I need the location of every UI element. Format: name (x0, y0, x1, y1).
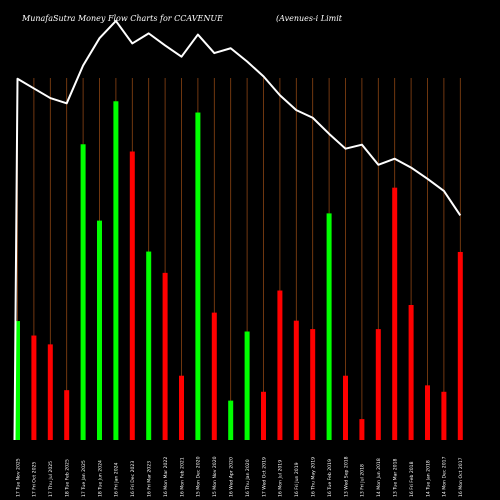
date-label: 13 Wed Sep 2018 (343, 456, 349, 497)
money-flow-bar (277, 290, 283, 440)
date-label: 13 Tue Mar 2018 (393, 458, 399, 497)
date-label: 17 Tue Nov 2025 (15, 458, 21, 497)
date-labels: 17 Tue Nov 2025 17 Fri Oct 2025 17 Thu Jul… (15, 456, 464, 497)
money-flow-bar (343, 375, 348, 440)
date-label: 18 Tue Feb 2025 (65, 459, 71, 497)
date-label: 17 Wed Oct 2019 (261, 457, 267, 497)
money-flow-bar (392, 187, 398, 440)
date-label: 17 Tue Jan 2025 (81, 460, 87, 497)
chart-subtitle: (Avenues-i Limit (276, 14, 343, 23)
money-flow-bar (129, 151, 135, 440)
money-flow-bar (293, 320, 299, 440)
date-label: 16 Fri Jan 2024 (114, 462, 120, 497)
money-flow-bar (326, 213, 332, 440)
date-label: 16 Thu Jan 2020 (245, 459, 251, 497)
date-label: 16 Fri Dec 2023 (130, 461, 136, 497)
date-label: 14 Tue Jan 2018 (425, 460, 431, 497)
money-flow-bar (162, 272, 168, 440)
date-label: 16 Thu May 2019 (311, 457, 317, 497)
money-flow-bar (146, 251, 152, 440)
money-flow-bar (261, 391, 266, 440)
money-flow-bars (15, 101, 463, 441)
date-label: 17 Thu Jul 2025 (48, 461, 54, 497)
date-label: 16 Mon Mar 2022 (163, 457, 169, 497)
money-flow-bar (211, 312, 217, 440)
date-label: 16 Mon Oct 2017 (458, 457, 464, 497)
date-label: 16 Tue Feb 2019 (327, 459, 333, 497)
money-flow-bar (31, 335, 37, 440)
date-label: 13 Fri Jul 2018 (360, 464, 366, 497)
date-label: 15 Mon Nov 2020 (212, 456, 218, 497)
date-label: 16 Mon Jul 2019 (278, 460, 284, 497)
money-flow-bar (80, 144, 86, 440)
money-flow-bar (97, 220, 102, 440)
money-flow-bar (310, 329, 316, 440)
date-label: 14 Mon Jun 2018 (376, 458, 382, 497)
date-label: 14 Mon Dec 2017 (442, 456, 448, 497)
date-label: 16 Fri Jun 2019 (294, 462, 300, 497)
price-line (13, 19, 462, 441)
date-label: 18 Tue Jun 2024 (97, 460, 103, 497)
money-flow-bar (441, 391, 447, 440)
date-label: 16 Fri Feb 2018 (409, 461, 415, 497)
chart-title: MunafaSutra Money Flow Charts for CCAVEN… (22, 14, 223, 23)
date-label: 17 Fri Oct 2025 (32, 462, 38, 497)
money-flow-bar (47, 344, 53, 440)
money-flow-bar (244, 331, 250, 440)
date-label: 16 Mon Feb 2021 (179, 457, 185, 497)
money-flow-bar (425, 385, 430, 440)
price-line-path (13, 19, 462, 441)
money-flow-bar (457, 251, 463, 440)
money-flow-bar (408, 304, 414, 440)
date-label: 16 Wed Apr 2020 (229, 457, 235, 497)
money-flow-bar (195, 112, 201, 441)
money-flow-bar (375, 329, 381, 440)
money-flow-bar (64, 390, 70, 440)
money-flow-bar (228, 400, 234, 440)
money-flow-bar (113, 101, 119, 441)
money-flow-bar (179, 375, 184, 440)
date-label: 15 Mon Dec 2020 (196, 456, 202, 497)
money-flow-bar (15, 321, 20, 440)
money-flow-bar (359, 419, 365, 440)
date-label: 16 Fri Mar 2023 (147, 461, 153, 497)
